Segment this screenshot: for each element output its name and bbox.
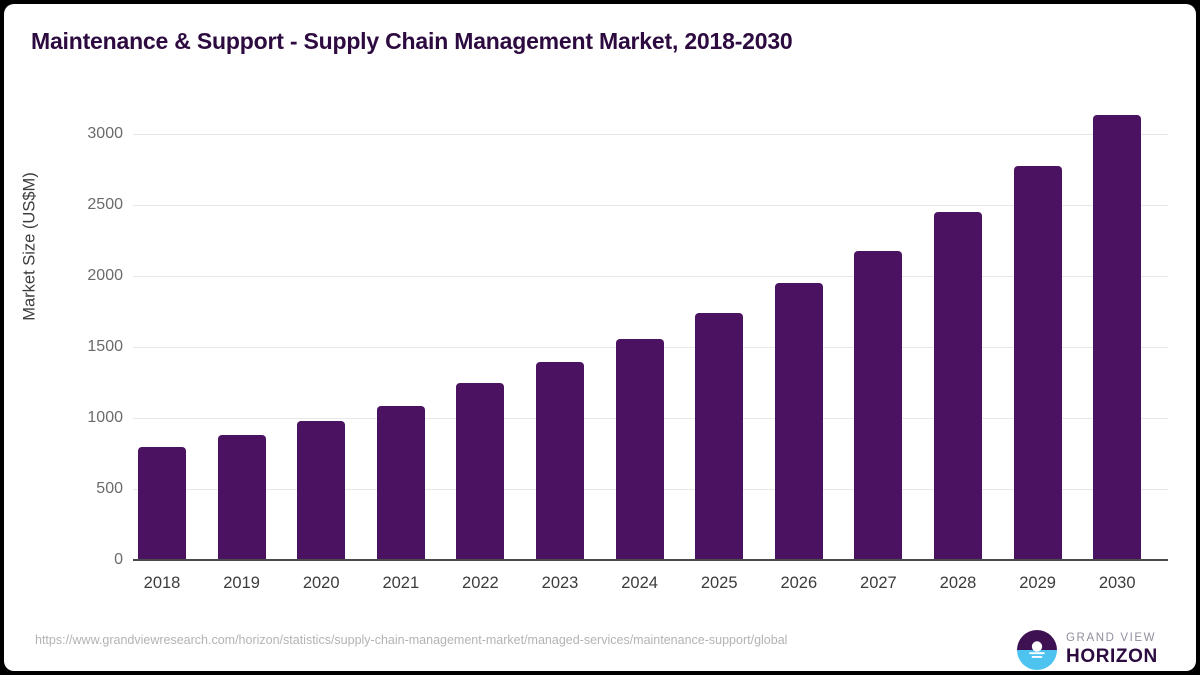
x-axis-tick-label: 2018 bbox=[143, 574, 181, 592]
bar-series bbox=[133, 109, 1168, 569]
x-axis-tick-label: 2023 bbox=[541, 574, 579, 592]
x-axis-tick-label: 2024 bbox=[621, 574, 658, 592]
x-axis-tick-label: 2021 bbox=[382, 574, 420, 592]
y-axis-tick-label: 2500 bbox=[87, 196, 123, 213]
y-axis-tick-label: 1500 bbox=[87, 338, 123, 355]
logo-text: GRAND VIEW HORIZON bbox=[1066, 631, 1170, 668]
gridline bbox=[133, 205, 1168, 206]
x-axis-tick-label: 2025 bbox=[700, 574, 738, 592]
bar[interactable] bbox=[695, 312, 744, 560]
bar[interactable] bbox=[297, 421, 346, 560]
y-axis-ticks: 0 500 1000 1500 2000 2500 3000 bbox=[37, 109, 123, 569]
x-axis-tick-label: 2027 bbox=[860, 574, 897, 592]
chart-canvas: Maintenance & Support - Supply Chain Man… bbox=[4, 4, 1196, 671]
bar[interactable] bbox=[138, 447, 186, 560]
y-axis-tick-label: 0 bbox=[114, 551, 123, 568]
page-title: Maintenance & Support - Supply Chain Man… bbox=[31, 28, 793, 54]
gridline bbox=[133, 276, 1168, 277]
logo-text-top: GRAND VIEW bbox=[1066, 632, 1157, 644]
y-axis-tick-label: 3000 bbox=[87, 125, 123, 142]
y-axis-tick-label: 2000 bbox=[87, 267, 123, 284]
gridline bbox=[133, 134, 1168, 135]
logo-text-bottom: HORIZON bbox=[1066, 646, 1158, 667]
y-axis-tick-label: 500 bbox=[96, 480, 123, 497]
bar[interactable] bbox=[456, 382, 505, 560]
x-axis-tick-label: 2030 bbox=[1098, 574, 1136, 592]
bar[interactable] bbox=[376, 406, 425, 560]
source-url[interactable]: https://www.grandviewresearch.com/horizo… bbox=[35, 633, 788, 647]
bar[interactable] bbox=[615, 338, 664, 560]
bar[interactable] bbox=[536, 361, 584, 560]
x-axis-tick-label: 2020 bbox=[302, 574, 340, 592]
bar[interactable] bbox=[774, 283, 823, 560]
horizon-sun-icon bbox=[1017, 630, 1057, 670]
x-axis-line bbox=[133, 559, 1168, 561]
sun-rays-icon bbox=[1029, 641, 1045, 658]
x-axis-tick-label: 2026 bbox=[780, 574, 818, 592]
bar[interactable] bbox=[934, 211, 982, 560]
bar[interactable] bbox=[1013, 166, 1062, 560]
plot-area bbox=[133, 109, 1168, 569]
x-axis-ticks: 2018 2019 2020 2021 2022 2023 2024 2025 2026 2027… bbox=[133, 574, 1168, 600]
y-axis-tick-label: 1000 bbox=[87, 409, 123, 426]
x-axis-tick-label: 2022 bbox=[462, 574, 499, 592]
grand-view-horizon-logo[interactable]: GRAND VIEW HORIZON bbox=[1017, 628, 1169, 671]
bar[interactable] bbox=[854, 250, 903, 560]
x-axis-tick-label: 2029 bbox=[1019, 574, 1056, 592]
bar[interactable] bbox=[217, 435, 266, 560]
bar[interactable] bbox=[1093, 114, 1142, 560]
x-axis-tick-label: 2019 bbox=[223, 574, 260, 592]
x-axis-tick-label: 2028 bbox=[939, 574, 977, 592]
